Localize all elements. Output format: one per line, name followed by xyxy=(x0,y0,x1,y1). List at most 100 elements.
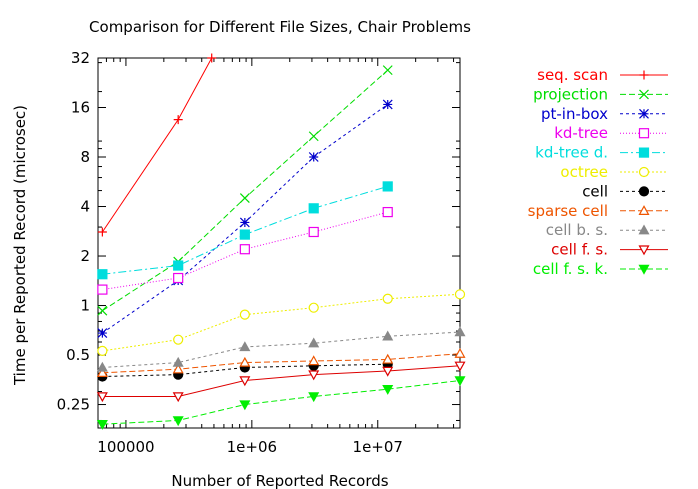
series-cell-f-s xyxy=(96,361,466,403)
series-octree xyxy=(97,289,466,356)
data-point xyxy=(172,363,184,374)
legend-item-kd-tree-d: kd-tree d. xyxy=(535,144,668,162)
x-axis-label: Number of Reported Records xyxy=(171,472,388,489)
series-pt-in-box xyxy=(97,99,393,338)
legend-item-projection: projection xyxy=(533,85,668,103)
data-point xyxy=(96,367,108,377)
legend-item-seq-scan: seq. scan xyxy=(537,66,668,84)
data-point xyxy=(96,392,108,403)
y-tick-label: 0.25 xyxy=(57,396,90,414)
legend-item-cell-f-s: cell f. s. xyxy=(551,241,668,259)
y-tick-label: 0.5 xyxy=(66,346,90,364)
data-point xyxy=(382,353,394,364)
series-line xyxy=(101,58,213,233)
x-tick-label: 1e+06 xyxy=(227,438,277,456)
legend-item-sparse-cell: sparse cell xyxy=(528,202,668,220)
legend-item-cell-b-s: cell b. s. xyxy=(546,221,668,239)
data-point xyxy=(454,347,466,358)
y-tick-label: 1 xyxy=(80,297,90,315)
legend-label: kd-tree xyxy=(554,124,608,142)
data-point xyxy=(97,328,108,338)
legend-item-octree: octree xyxy=(560,163,668,181)
y-axis-label: Time per Reported Record (microsec) xyxy=(11,105,29,386)
legend-item-pt-in-box: pt-in-box xyxy=(541,105,668,123)
legend-label: pt-in-box xyxy=(541,105,608,123)
legend-marker xyxy=(638,245,650,256)
series-kd-tree xyxy=(97,206,393,295)
data-point xyxy=(172,392,184,403)
legend-label: cell f. s. k. xyxy=(533,260,608,278)
data-point xyxy=(173,272,184,284)
series-cell-b-s xyxy=(96,326,466,372)
legend-marker xyxy=(638,224,650,235)
data-point xyxy=(173,260,184,271)
data-point xyxy=(454,361,466,372)
legend-marker xyxy=(639,89,649,100)
series-seq-scan xyxy=(97,53,217,237)
chart-title: Comparison for Different File Sizes, Cha… xyxy=(89,18,471,36)
data-point xyxy=(308,355,320,366)
x-tick-label: 100000 xyxy=(97,438,154,456)
data-point xyxy=(239,193,250,204)
data-point xyxy=(308,131,319,142)
data-point xyxy=(239,341,251,352)
legend-label: cell f. s. xyxy=(551,241,608,259)
data-point xyxy=(173,115,183,125)
y-tick-label: 4 xyxy=(80,198,90,216)
series-line xyxy=(102,353,460,374)
legend-label: kd-tree d. xyxy=(535,144,608,162)
data-point xyxy=(239,309,250,320)
legend-label: cell b. s. xyxy=(546,221,608,239)
data-point xyxy=(239,376,251,387)
data-point xyxy=(382,330,394,341)
data-point xyxy=(97,269,108,280)
legend-marker xyxy=(638,166,650,178)
data-point xyxy=(207,53,217,63)
legend-marker xyxy=(638,264,650,275)
series-cell-f-s-k xyxy=(96,376,466,430)
legend-label: seq. scan xyxy=(537,66,608,84)
series-line xyxy=(102,69,389,312)
legend-label: projection xyxy=(533,85,608,103)
data-point xyxy=(97,284,108,295)
data-point xyxy=(308,226,319,238)
data-point xyxy=(96,361,108,372)
data-point xyxy=(382,366,394,377)
legend-label: cell xyxy=(582,182,608,200)
data-point xyxy=(172,416,184,427)
legend-item-kd-tree: kd-tree xyxy=(554,124,668,142)
series-line xyxy=(102,365,460,397)
data-point xyxy=(239,400,251,411)
data-point xyxy=(454,326,466,337)
legend-item-cell: cell xyxy=(582,182,668,200)
data-point xyxy=(97,305,108,316)
y-tick-label: 8 xyxy=(80,148,90,166)
data-point xyxy=(308,370,320,381)
legend-marker xyxy=(639,108,649,119)
data-point xyxy=(382,384,394,395)
series-line xyxy=(102,331,460,368)
y-tick-label: 32 xyxy=(71,49,90,67)
data-point xyxy=(308,392,320,403)
data-point xyxy=(308,203,319,214)
data-point xyxy=(308,337,320,348)
data-point xyxy=(173,334,184,345)
series-line xyxy=(102,211,388,291)
data-point xyxy=(239,244,250,255)
data-point xyxy=(454,376,466,387)
data-point xyxy=(96,419,108,430)
data-point xyxy=(239,356,251,367)
series-sparse-cell xyxy=(96,347,466,377)
plot-frame xyxy=(97,57,461,429)
data-point xyxy=(382,206,393,218)
data-point xyxy=(172,356,184,367)
legend-label: sparse cell xyxy=(528,202,608,220)
legend-marker xyxy=(638,147,650,158)
series-line xyxy=(102,363,388,378)
series-line xyxy=(102,380,460,425)
data-point xyxy=(382,99,393,110)
data-point xyxy=(382,181,393,192)
y-tick-label: 16 xyxy=(71,99,90,117)
data-point xyxy=(97,227,107,237)
legend-marker xyxy=(638,205,650,215)
